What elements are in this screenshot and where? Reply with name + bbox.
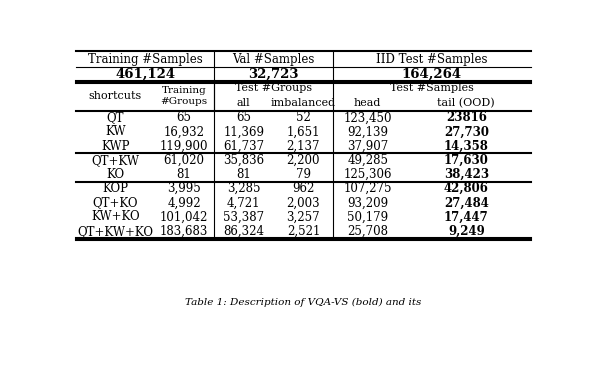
Text: Training #Samples: Training #Samples: [88, 53, 202, 66]
Text: KW+KO: KW+KO: [91, 210, 140, 223]
Text: 81: 81: [177, 168, 191, 181]
Text: 2,003: 2,003: [287, 196, 320, 209]
Text: KWP: KWP: [101, 139, 130, 153]
Text: 123,450: 123,450: [343, 111, 392, 124]
Text: KO: KO: [106, 168, 124, 181]
Text: 65: 65: [236, 111, 251, 124]
Text: 25,708: 25,708: [347, 225, 388, 238]
Text: 164,264: 164,264: [402, 68, 462, 81]
Text: 11,369: 11,369: [223, 125, 264, 138]
Text: Test #Groups: Test #Groups: [235, 83, 312, 93]
Text: 107,275: 107,275: [343, 182, 392, 195]
Text: imbalanced: imbalanced: [271, 98, 336, 108]
Text: 17,630: 17,630: [444, 154, 489, 167]
Text: 86,324: 86,324: [223, 225, 264, 238]
Text: 38,423: 38,423: [444, 168, 489, 181]
Text: all: all: [237, 98, 250, 108]
Text: Table 1: Description of VQA-VS (bold) and its: Table 1: Description of VQA-VS (bold) an…: [185, 297, 422, 307]
Text: 119,900: 119,900: [160, 139, 208, 153]
Text: 42,806: 42,806: [444, 182, 489, 195]
Text: Val #Samples: Val #Samples: [233, 53, 315, 66]
Text: 3,285: 3,285: [227, 182, 260, 195]
Text: 14,358: 14,358: [444, 139, 489, 153]
Text: QT+KW: QT+KW: [91, 154, 139, 167]
Text: KOP: KOP: [102, 182, 128, 195]
Text: 79: 79: [296, 168, 311, 181]
Text: 2,200: 2,200: [287, 154, 320, 167]
Text: QT+KO: QT+KO: [92, 196, 138, 209]
Text: 52: 52: [296, 111, 311, 124]
Text: 4,992: 4,992: [168, 196, 201, 209]
Text: IID Test #Samples: IID Test #Samples: [376, 53, 488, 66]
Text: 50,179: 50,179: [347, 210, 388, 223]
Text: 3,257: 3,257: [287, 210, 320, 223]
Text: 81: 81: [236, 168, 251, 181]
Text: Test #Samples: Test #Samples: [390, 83, 474, 93]
Text: 962: 962: [292, 182, 314, 195]
Text: 93,209: 93,209: [347, 196, 388, 209]
Text: Training
#Groups: Training #Groups: [160, 86, 208, 106]
Text: QT+KW+KO: QT+KW+KO: [78, 225, 153, 238]
Text: 9,249: 9,249: [448, 225, 485, 238]
Text: 2,137: 2,137: [287, 139, 320, 153]
Text: QT: QT: [107, 111, 124, 124]
Text: 37,907: 37,907: [347, 139, 388, 153]
Text: 2,521: 2,521: [287, 225, 320, 238]
Text: 101,042: 101,042: [160, 210, 208, 223]
Text: 61,020: 61,020: [163, 154, 205, 167]
Text: 16,932: 16,932: [163, 125, 205, 138]
Text: 27,730: 27,730: [444, 125, 489, 138]
Text: 23816: 23816: [446, 111, 487, 124]
Text: head: head: [354, 98, 381, 108]
Text: 3,995: 3,995: [167, 182, 201, 195]
Text: 92,139: 92,139: [347, 125, 388, 138]
Text: 65: 65: [176, 111, 192, 124]
Text: 32,723: 32,723: [248, 68, 299, 81]
Text: 17,447: 17,447: [444, 210, 488, 223]
Text: 53,387: 53,387: [223, 210, 264, 223]
Text: 461,124: 461,124: [115, 68, 175, 81]
Text: 183,683: 183,683: [160, 225, 208, 238]
Text: KW: KW: [105, 125, 126, 138]
Text: 61,737: 61,737: [223, 139, 264, 153]
Text: tail (OOD): tail (OOD): [437, 98, 495, 108]
Text: 27,484: 27,484: [444, 196, 489, 209]
Text: shortcuts: shortcuts: [89, 91, 142, 101]
Text: 1,651: 1,651: [287, 125, 320, 138]
Text: 49,285: 49,285: [347, 154, 388, 167]
Text: 4,721: 4,721: [227, 196, 260, 209]
Text: 125,306: 125,306: [343, 168, 392, 181]
Text: 35,836: 35,836: [223, 154, 264, 167]
